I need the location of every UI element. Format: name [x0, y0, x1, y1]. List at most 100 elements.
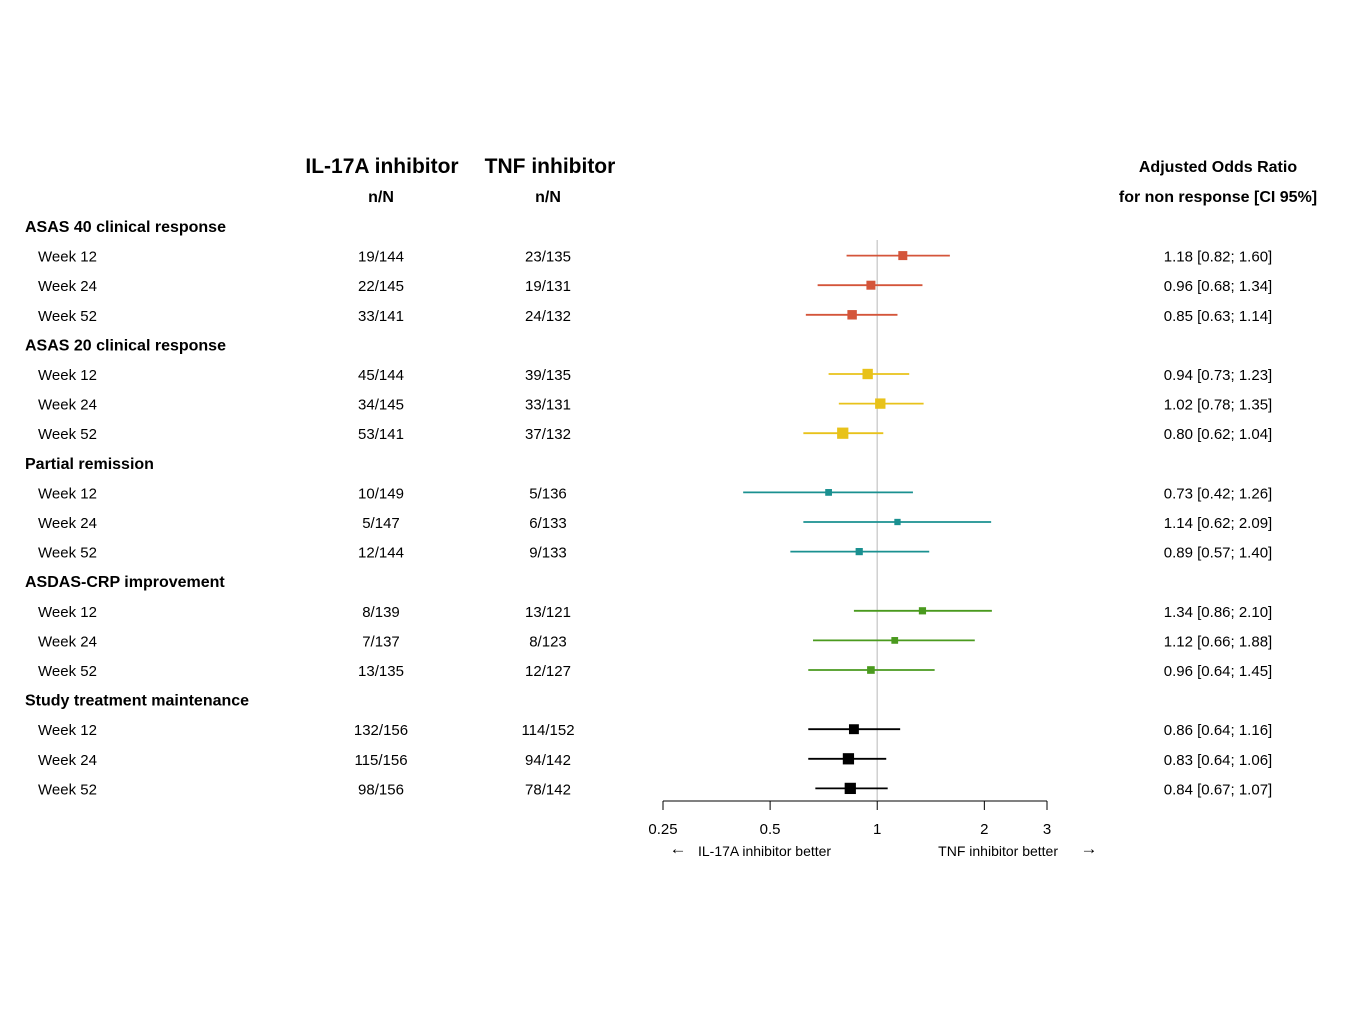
tnf-column-title: TNF inhibitor	[485, 155, 616, 178]
il17-count: 53/141	[358, 426, 404, 443]
x-tick-label: 0.25	[648, 821, 677, 838]
tnf-count: 37/132	[525, 426, 571, 443]
tnf-count: 24/132	[525, 308, 571, 325]
point-estimate	[918, 607, 927, 615]
x-tick-label: 2	[980, 821, 988, 838]
x-tick-label: 0.5	[760, 821, 781, 838]
or-column-title: Adjusted Odds Ratio	[1139, 159, 1297, 176]
group-label: Study treatment maintenance	[25, 693, 249, 710]
odds-ratio-text: 0.96 [0.64; 1.45]	[1164, 663, 1272, 680]
odds-ratio-text: 1.02 [0.78; 1.35]	[1164, 397, 1272, 414]
odds-ratio-text: 0.89 [0.57; 1.40]	[1164, 545, 1272, 562]
point-estimate	[891, 637, 899, 644]
left-arrow: ←	[670, 839, 687, 858]
il17-count: 34/145	[358, 397, 404, 414]
tnf-better-label: TNF inhibitor better	[938, 843, 1058, 859]
tnf-count: 19/131	[525, 278, 571, 295]
il17-column-subtitle: n/N	[368, 189, 394, 206]
odds-ratio-text: 0.96 [0.68; 1.34]	[1164, 278, 1272, 295]
tnf-count: 5/136	[529, 485, 567, 502]
il17-count: 5/147	[362, 515, 400, 532]
il17-count: 7/137	[362, 633, 400, 650]
il17-count: 22/145	[358, 278, 404, 295]
tnf-count: 114/152	[521, 722, 574, 739]
row-label: Week 52	[38, 545, 97, 562]
row-label: Week 24	[38, 752, 97, 769]
odds-ratio-text: 1.14 [0.62; 2.09]	[1164, 515, 1272, 532]
il17-column-title: IL-17A inhibitor	[305, 155, 458, 178]
row-label: Week 12	[38, 485, 97, 502]
tnf-count: 8/123	[529, 633, 567, 650]
point-estimate	[862, 368, 873, 380]
tnf-count: 23/135	[525, 249, 571, 266]
point-estimate	[855, 548, 863, 556]
tnf-count: 78/142	[525, 781, 571, 798]
odds-ratio-text: 0.94 [0.73; 1.23]	[1164, 367, 1272, 384]
row-label: Week 12	[38, 249, 97, 266]
forest-rows: ASAS 40 clinical response Week 12 19/144 23…	[25, 219, 1272, 798]
group-label: ASAS 40 clinical response	[25, 219, 226, 236]
row-label: Week 12	[38, 722, 97, 739]
il17-count: 19/144	[358, 249, 404, 266]
tnf-count: 33/131	[525, 397, 571, 414]
point-estimate	[837, 427, 849, 439]
row-label: Week 52	[38, 663, 97, 680]
group-label: ASAS 20 clinical response	[25, 337, 226, 354]
tnf-count: 9/133	[529, 545, 567, 562]
tnf-count: 94/142	[525, 752, 571, 769]
il17-count: 13/135	[358, 663, 404, 680]
point-estimate	[898, 251, 908, 261]
x-tick-label: 1	[873, 821, 881, 838]
odds-ratio-text: 0.80 [0.62; 1.04]	[1164, 426, 1272, 443]
x-tick-label: 3	[1043, 821, 1051, 838]
il17-count: 33/141	[358, 308, 404, 325]
point-estimate	[844, 782, 856, 795]
row-label: Week 24	[38, 278, 97, 295]
group-label: ASDAS-CRP improvement	[25, 574, 225, 591]
odds-ratio-text: 0.84 [0.67; 1.07]	[1164, 781, 1272, 798]
header: IL-17A inhibitor n/N TNF inhibitor n/N A…	[305, 155, 1317, 206]
axis-direction-labels: ← IL-17A inhibitor better TNF inhibitor …	[670, 839, 1098, 859]
point-estimate	[867, 666, 875, 674]
tnf-count: 13/121	[525, 604, 571, 621]
right-arrow: →	[1081, 839, 1098, 858]
il17-count: 45/144	[358, 367, 404, 384]
odds-ratio-text: 1.18 [0.82; 1.60]	[1164, 249, 1272, 266]
point-estimate	[842, 753, 855, 765]
x-axis: 0.25 0.5 1 2 3	[648, 800, 1051, 838]
row-label: Week 52	[38, 781, 97, 798]
odds-ratio-text: 1.12 [0.66; 1.88]	[1164, 633, 1272, 650]
row-label: Week 24	[38, 633, 97, 650]
group-label: Partial remission	[25, 456, 154, 473]
odds-ratio-text: 1.34 [0.86; 2.10]	[1164, 604, 1272, 621]
il17-count: 8/139	[362, 604, 400, 621]
il17-better-label: IL-17A inhibitor better	[698, 843, 831, 859]
or-column-subtitle: for non response [CI 95%]	[1119, 189, 1317, 206]
tnf-count: 6/133	[529, 515, 567, 532]
point-estimate	[866, 280, 876, 290]
odds-ratio-text: 0.73 [0.42; 1.26]	[1164, 485, 1272, 502]
il17-count: 98/156	[358, 781, 404, 798]
row-label: Week 24	[38, 515, 97, 532]
tnf-column-subtitle: n/N	[535, 189, 561, 206]
il17-count: 132/156	[354, 722, 408, 739]
odds-ratio-text: 0.86 [0.64; 1.16]	[1164, 722, 1272, 739]
tnf-count: 12/127	[525, 663, 571, 680]
point-estimate	[875, 398, 886, 409]
tnf-count: 39/135	[525, 367, 571, 384]
point-estimate	[848, 724, 859, 735]
row-label: Week 52	[38, 308, 97, 325]
row-label: Week 12	[38, 604, 97, 621]
row-label: Week 24	[38, 397, 97, 414]
odds-ratio-text: 0.83 [0.64; 1.06]	[1164, 752, 1272, 769]
il17-count: 115/156	[354, 752, 407, 769]
point-estimate	[847, 310, 857, 320]
il17-count: 10/149	[358, 485, 404, 502]
row-label: Week 52	[38, 426, 97, 443]
point-estimate	[894, 518, 901, 526]
point-estimate	[825, 489, 832, 496]
il17-count: 12/144	[358, 545, 404, 562]
row-label: Week 12	[38, 367, 97, 384]
odds-ratio-text: 0.85 [0.63; 1.14]	[1164, 308, 1272, 325]
